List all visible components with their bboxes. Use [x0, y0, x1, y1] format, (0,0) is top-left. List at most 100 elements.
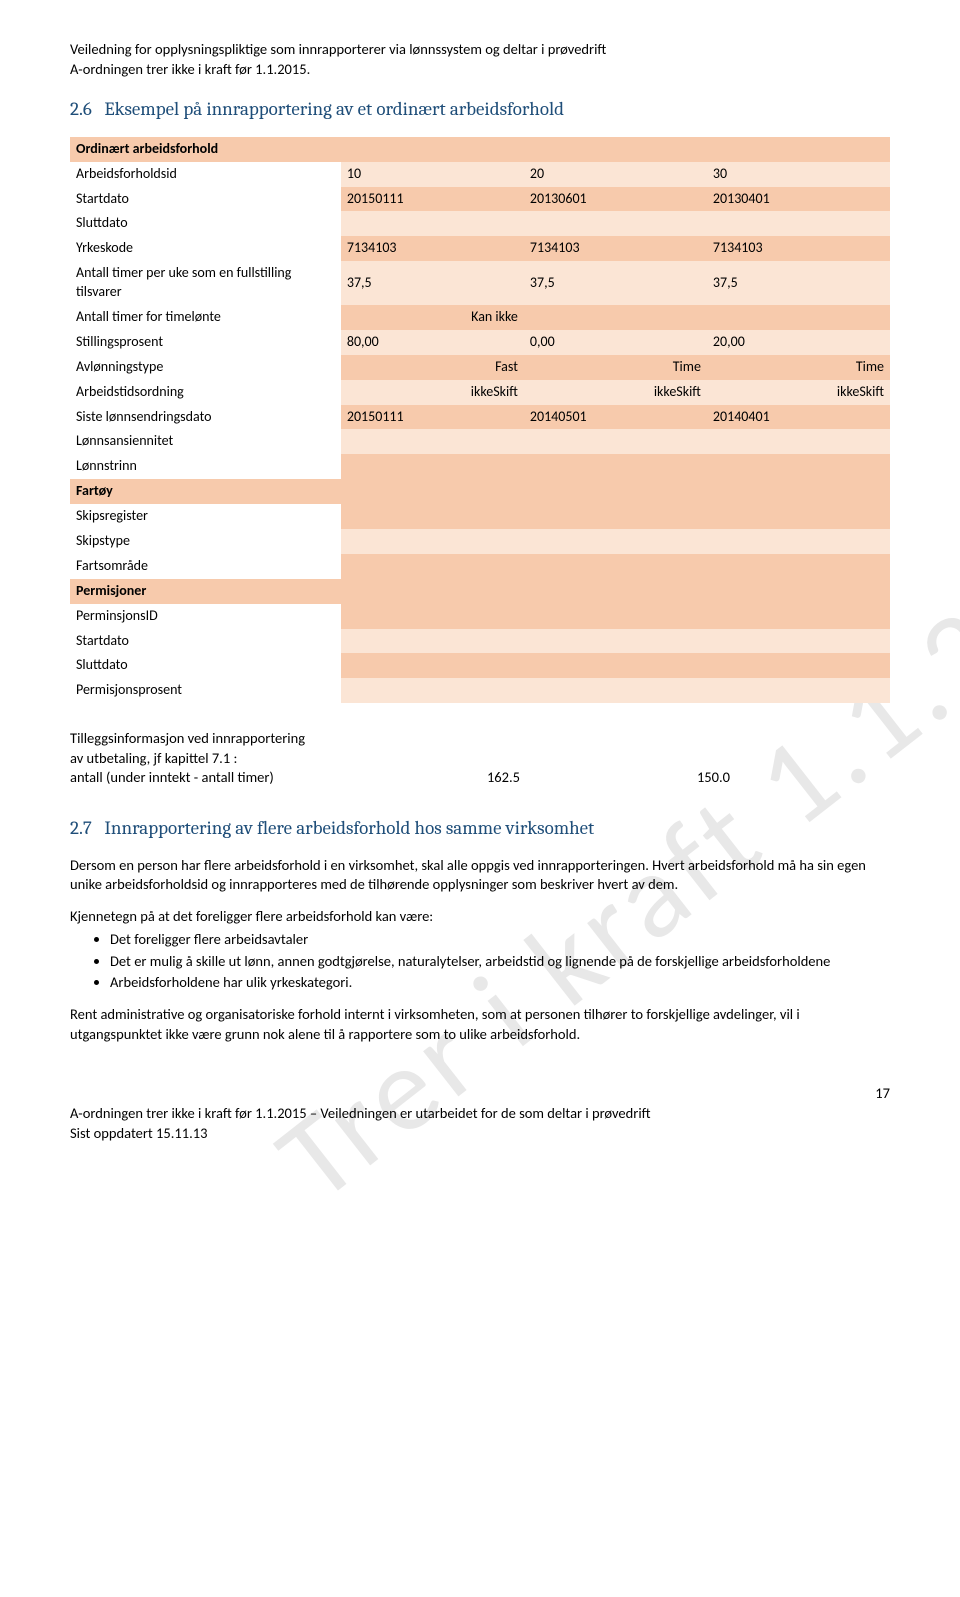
table-row: Skipsregister: [70, 504, 890, 529]
section-number: 2.7: [70, 817, 92, 839]
table-row: ArbeidstidsordningikkeSkiftikkeSkiftikke…: [70, 380, 890, 405]
row-value: 80,00: [341, 330, 524, 355]
row-value: [524, 579, 707, 604]
paragraph-2: Rent administrative og organisatoriske f…: [70, 1005, 890, 1044]
row-value: 37,5: [524, 261, 707, 305]
tilleggsinfo-line-3-label: antall (under inntekt - antall timer): [70, 768, 430, 788]
row-value: [707, 529, 890, 554]
list-item: Det foreligger flere arbeidsavtaler: [110, 930, 890, 950]
row-label: Fartsområde: [70, 554, 341, 579]
row-value: 20150111: [341, 405, 524, 430]
row-value: [524, 529, 707, 554]
row-value: [341, 504, 524, 529]
row-value: [341, 678, 524, 703]
row-value: [524, 305, 707, 330]
row-label: Startdato: [70, 187, 341, 212]
table-row: PerminsjonsID: [70, 604, 890, 629]
table-row: Fartøy: [70, 479, 890, 504]
table-row: Permisjoner: [70, 579, 890, 604]
row-value: [707, 554, 890, 579]
table-row: Sluttdato: [70, 653, 890, 678]
section-2-7-heading: 2.7 Innrapportering av flere arbeidsforh…: [70, 816, 890, 842]
header-line-1: Veiledning for opplysningspliktige som i…: [70, 40, 890, 60]
tilleggsinfo-line-2: av utbetaling, jf kapittel 7.1 :: [70, 749, 890, 769]
row-label: Stillingsprosent: [70, 330, 341, 355]
section-2-6-heading: 2.6 Eksempel på innrapportering av et or…: [70, 97, 890, 123]
section-title: Eksempel på innrapportering av et ordinæ…: [104, 98, 564, 120]
row-value: [524, 137, 707, 162]
table-row: Skipstype: [70, 529, 890, 554]
row-value: [341, 579, 524, 604]
row-value: [707, 454, 890, 479]
table-row: Stillingsprosent80,000,0020,00: [70, 330, 890, 355]
row-value: [707, 678, 890, 703]
row-label: Lønnstrinn: [70, 454, 341, 479]
row-value: [524, 211, 707, 236]
row-value: [341, 529, 524, 554]
table-row: Sluttdato: [70, 211, 890, 236]
page-number: 17: [875, 1084, 890, 1104]
table-row: Startdato: [70, 629, 890, 654]
row-value: 20140401: [707, 405, 890, 430]
row-label: Skipstype: [70, 529, 341, 554]
row-value: Time: [524, 355, 707, 380]
row-label: Skipsregister: [70, 504, 341, 529]
table-row: Lønnstrinn: [70, 454, 890, 479]
row-value: [707, 504, 890, 529]
table-row: Yrkeskode713410371341037134103: [70, 236, 890, 261]
row-value: [707, 479, 890, 504]
row-value: [707, 579, 890, 604]
row-label: Siste lønnsendringsdato: [70, 405, 341, 430]
bullets-intro: Kjennetegn på at det foreligger flere ar…: [70, 907, 890, 927]
row-value: [707, 653, 890, 678]
footer-line-2: Sist oppdatert 15.11.13: [70, 1124, 890, 1144]
row-label: PerminsjonsID: [70, 604, 341, 629]
table-row: AvlønningstypeFastTimeTime: [70, 355, 890, 380]
row-label: Antall timer for timelønte: [70, 305, 341, 330]
row-value: [524, 629, 707, 654]
list-item: Det er mulig å skille ut lønn, annen god…: [110, 952, 890, 972]
row-value: 7134103: [524, 236, 707, 261]
row-value: 7134103: [707, 236, 890, 261]
row-label: Ordinært arbeidsforhold: [70, 137, 341, 162]
row-label: Lønnsansiennitet: [70, 429, 341, 454]
row-label: Sluttdato: [70, 653, 341, 678]
table-row: Antall timer per uke som en fullstilling…: [70, 261, 890, 305]
row-value: 20140501: [524, 405, 707, 430]
row-value: [341, 604, 524, 629]
row-value: 20,00: [707, 330, 890, 355]
table-row: Siste lønnsendringsdato20150111201405012…: [70, 405, 890, 430]
doc-header: Veiledning for opplysningspliktige som i…: [70, 40, 890, 79]
table-row: Permisjonsprosent: [70, 678, 890, 703]
row-label: Yrkeskode: [70, 236, 341, 261]
row-value: [341, 211, 524, 236]
row-value: ikkeSkift: [707, 380, 890, 405]
row-value: 10: [341, 162, 524, 187]
row-value: [341, 479, 524, 504]
tilleggsinfo-line-1: Tilleggsinformasjon ved innrapportering: [70, 729, 890, 749]
row-label: Arbeidstidsordning: [70, 380, 341, 405]
row-value: [341, 653, 524, 678]
row-value: 20: [524, 162, 707, 187]
row-value: [707, 629, 890, 654]
footer: 17 A-ordningen trer ikke i kraft før 1.1…: [70, 1104, 890, 1143]
example-table: Ordinært arbeidsforholdArbeidsforholdsid…: [70, 137, 890, 703]
row-value: 20130601: [524, 187, 707, 212]
row-value: [341, 554, 524, 579]
row-value: Time: [707, 355, 890, 380]
row-value: [707, 137, 890, 162]
row-value: [524, 504, 707, 529]
row-value: [707, 305, 890, 330]
row-value: 7134103: [341, 236, 524, 261]
row-value: [524, 604, 707, 629]
row-value: 20130401: [707, 187, 890, 212]
footer-line-1: A-ordningen trer ikke i kraft før 1.1.20…: [70, 1104, 890, 1124]
row-label: Antall timer per uke som en fullstilling…: [70, 261, 341, 305]
row-value: [524, 454, 707, 479]
row-value: [341, 137, 524, 162]
row-value: 37,5: [707, 261, 890, 305]
row-value: [524, 479, 707, 504]
tilleggsinfo-block: Tilleggsinformasjon ved innrapportering …: [70, 729, 890, 788]
section-number: 2.6: [70, 98, 92, 120]
row-value: ikkeSkift: [524, 380, 707, 405]
